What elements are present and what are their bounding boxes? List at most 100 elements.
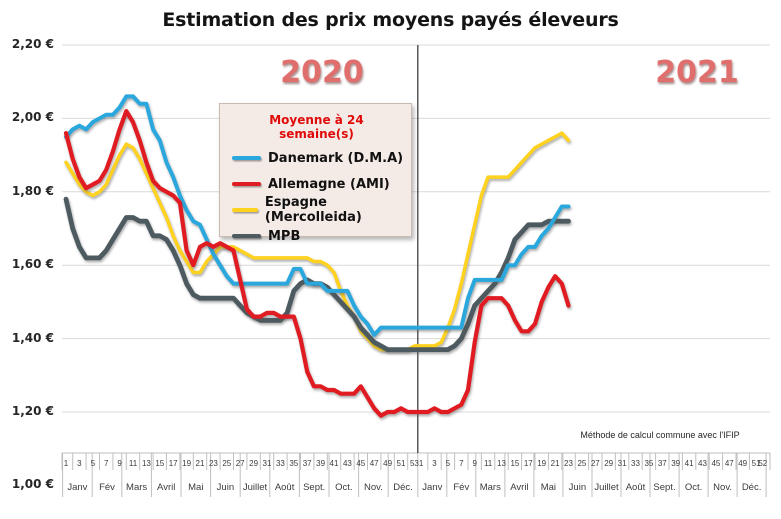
week-label: 11 xyxy=(129,459,138,468)
week-label: 33 xyxy=(276,459,285,468)
week-label: 15 xyxy=(155,459,164,468)
year-label-2020: 2020 xyxy=(280,55,364,90)
week-label: 52 xyxy=(758,459,767,468)
month-label-2021: Nov. xyxy=(713,482,732,493)
espagne-line-swatch xyxy=(232,208,258,212)
week-label: 7 xyxy=(459,459,464,468)
week-label: 11 xyxy=(484,459,493,468)
week-label: 29 xyxy=(249,459,258,468)
week-label: 43 xyxy=(343,459,352,468)
legend-item-label: Allemagne (AMI) xyxy=(268,176,390,192)
legend-item-danemark: Danemark (D.M.A) xyxy=(232,145,411,171)
week-label: 13 xyxy=(142,459,151,468)
mpb-line-swatch xyxy=(232,233,261,239)
month-label-2021: Oct. xyxy=(685,482,702,493)
week-label: 33 xyxy=(631,459,640,468)
month-label-2020: Déc. xyxy=(393,482,413,493)
week-label: 21 xyxy=(196,459,205,468)
week-label: 23 xyxy=(209,459,218,468)
legend-item-espagne: Espagne (Mercolleida) xyxy=(232,195,411,225)
week-label: 1 xyxy=(64,459,69,468)
week-label: 27 xyxy=(236,459,245,468)
week-label: 35 xyxy=(289,459,298,468)
y-axis-label: 1,60 € xyxy=(11,257,54,272)
allemagne-line-swatch xyxy=(232,181,261,187)
month-label-2020: Juillet xyxy=(243,482,268,493)
week-label: 41 xyxy=(330,459,339,468)
month-label-2020: Nov. xyxy=(364,482,383,493)
week-label: 21 xyxy=(551,459,560,468)
y-axis-label: 1,20 € xyxy=(11,404,54,418)
week-label: 3 xyxy=(432,459,437,468)
month-label-2020: Juin xyxy=(217,482,234,493)
week-label: 5 xyxy=(446,459,451,468)
week-label: 23 xyxy=(564,459,573,468)
month-label-2020: Mars xyxy=(126,482,147,493)
y-axis-labels: 2,20 € 2,00 € 1,80 € 1,60 € 1,40 € 1,20 € 1,00… xyxy=(0,0,58,519)
y-axis-label: 1,80 € xyxy=(11,183,54,198)
week-label: 13 xyxy=(497,459,506,468)
legend-item-mpb: MPB xyxy=(232,223,411,249)
legend-item-label: MPB xyxy=(268,228,301,244)
month-label-2020: Mai xyxy=(188,482,203,493)
month-label-2020: Fév xyxy=(99,482,115,493)
month-label-2021: Déc. xyxy=(742,482,762,493)
month-label-2021: Fév xyxy=(453,482,469,493)
week-label: 47 xyxy=(370,459,379,468)
week-label: 19 xyxy=(182,459,191,468)
y-axis-label: 1,00 € xyxy=(11,477,54,492)
legend-item-label: Espagne (Mercolleida) xyxy=(264,195,362,225)
week-label: 15 xyxy=(510,459,519,468)
week-label: 19 xyxy=(537,459,546,468)
week-label: 37 xyxy=(658,459,667,468)
week-label: 41 xyxy=(685,459,694,468)
week-label: 39 xyxy=(671,459,680,468)
month-label-2021: Avril xyxy=(510,482,528,493)
month-label-2020: Avril xyxy=(157,482,175,493)
week-label: 47 xyxy=(725,459,734,468)
week-label: 3 xyxy=(77,459,82,468)
week-label: 51 xyxy=(752,459,761,468)
month-label-2020: Janv xyxy=(67,482,87,493)
month-label-2021: Mai xyxy=(541,482,556,493)
legend-item-allemagne: Allemagne (AMI) xyxy=(232,171,411,197)
legend-title: Moyenne à 24 semaine(s) xyxy=(269,113,364,141)
week-label: 45 xyxy=(711,459,720,468)
month-label-2021: Juin xyxy=(569,482,586,493)
week-label: 25 xyxy=(577,459,586,468)
legend-item-label: Danemark (D.M.A) xyxy=(268,150,404,166)
month-label-2021: Juillet xyxy=(594,482,619,493)
chart-title: Estimation des prix moyens payés éleveur… xyxy=(162,9,619,31)
week-label: 37 xyxy=(303,459,312,468)
week-label: 35 xyxy=(644,459,653,468)
week-label: 29 xyxy=(604,459,613,468)
week-label: 9 xyxy=(472,459,477,468)
week-label: 17 xyxy=(169,459,178,468)
year-label-2021: 2021 xyxy=(655,55,739,90)
week-label: 17 xyxy=(524,459,533,468)
week-label: 9 xyxy=(117,459,122,468)
legend: Moyenne à 24 semaine(s) Danemark (D.M.A)… xyxy=(219,103,412,244)
danemark-line-swatch xyxy=(232,156,261,160)
footnote: Méthode de calcul commune avec l'IFIP xyxy=(580,430,740,440)
y-axis-label: 2,00 € xyxy=(11,110,54,125)
y-axis-label: 1,40 € xyxy=(11,330,54,345)
week-label: 31 xyxy=(263,459,272,468)
month-label-2021: Août xyxy=(626,482,646,493)
week-label: 51 xyxy=(397,459,406,468)
week-label: 49 xyxy=(738,459,747,468)
series-line-espagne xyxy=(64,131,571,352)
week-label: 39 xyxy=(316,459,325,468)
y-axis-label: 2,20 € xyxy=(11,37,54,51)
week-label: 25 xyxy=(222,459,231,468)
week-label: 43 xyxy=(698,459,707,468)
series-line-allemagne xyxy=(63,108,571,418)
week-label: 45 xyxy=(356,459,365,468)
month-label-2020: Oct. xyxy=(335,482,352,493)
month-label-2020: Août xyxy=(275,482,295,493)
month-label-2021: Sept. xyxy=(653,482,675,493)
month-label-2021: Mars xyxy=(480,482,501,493)
week-label: 1 xyxy=(419,459,424,468)
